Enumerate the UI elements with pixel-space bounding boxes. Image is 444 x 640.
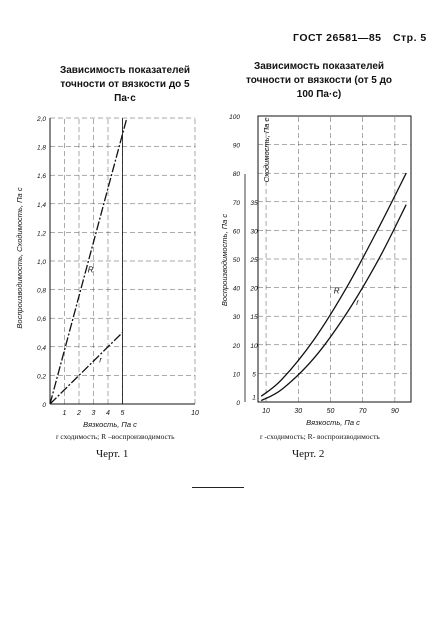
chart1-caption: r сходимость; R –воспроизводимость [56, 432, 175, 441]
chart1: 0 0,2 0,4 0,6 0,8 1,0 1,2 1,4 1,6 1,8 2,0 1 2 3 4 5 10 Rr… [15, 116, 199, 429]
chart1-x-tick-label: 4 [106, 410, 110, 417]
chart1-x-axis-title: Вязкость, Па с [83, 420, 137, 429]
chart1-x-tick-label: 1 [63, 410, 67, 417]
chart2-y2-tick-label: 5 [252, 371, 256, 378]
chart1-y-tick-label: 1,0 [37, 259, 46, 266]
chart1-y-tick-label: 1,4 [37, 202, 46, 209]
chart2-y-tick-label: 70 [233, 200, 241, 207]
page-number: Стр. 5 [392, 32, 427, 44]
chart2-y-tick-label: 10 [233, 371, 241, 378]
chart1-x-tick-label: 10 [191, 410, 199, 417]
chart1-y-axis-title: Воспроизводимость, Сходимость, Па с [15, 187, 24, 328]
chart2-y2-axis-title: Сходимость, Па с [262, 118, 271, 183]
chart1-y-tick-label: 0,6 [37, 316, 46, 323]
chart2-y-tick-label: 30 [233, 314, 241, 321]
chart2-x-tick-label: 30 [294, 408, 302, 415]
chart2-y2-tick-label: 10 [250, 343, 258, 350]
chart1-y-tick-label: 1,8 [37, 145, 46, 152]
chart2-x-tick-label: 10 [262, 408, 270, 415]
chart1-series-label-r: r [99, 356, 102, 365]
chart1-y-tick-label: 2,0 [36, 116, 46, 123]
chart2-y2-tick-label: 35 [250, 200, 258, 207]
chart2-caption: r -сходимость; R- воспроизводимость [260, 432, 380, 441]
chart1-series-label-R: R [88, 265, 94, 274]
chart2-series-label-r: r [356, 298, 359, 307]
chart2-y2-tick-label: 25 [249, 257, 258, 264]
chart2-y-tick-label: 0 [236, 400, 240, 407]
chart1-y-tick-label: 1,6 [37, 173, 46, 180]
chart2-y-tick-label: 60 [233, 228, 241, 235]
chart1-x-tick-label: 3 [92, 410, 96, 417]
chart2-x-tick-label: 90 [391, 408, 399, 415]
chart1-series-line-R [49, 117, 128, 405]
page-header: ГОСТ 26581—85 Стр. 5 [293, 32, 427, 44]
chart2-y-tick-label: 100 [229, 114, 240, 121]
chart2-y2-tick-label: 30 [250, 228, 258, 235]
chart2-figure-label: Черт. 2 [292, 448, 325, 460]
chart2-y-tick-label: 80 [233, 171, 241, 178]
separator-line [192, 487, 244, 488]
chart2-series-line-R [260, 172, 407, 397]
chart1-y-tick-label: 0,8 [37, 288, 46, 295]
chart2-y-tick-label: 50 [233, 257, 241, 264]
chart1-y-tick-label: 0,2 [37, 373, 46, 380]
chart2-y-tick-label: 20 [232, 343, 241, 350]
chart2-y2-tick-label: 15 [250, 314, 258, 321]
chart2-series-line-r [260, 204, 407, 402]
chart1-x-tick-label: 2 [76, 410, 81, 417]
chart1-y-tick-label: 0 [42, 402, 46, 409]
chart2-y2-tick-label: 20 [249, 286, 258, 293]
chart2-y-tick-label: 90 [233, 143, 241, 150]
chart2-y-axis-title: Воспроизводимость, Па с [220, 214, 229, 306]
chart2-title: Зависимость показателей точности от вязк… [245, 61, 393, 100]
chart1-x-tick-label: 5 [121, 410, 125, 417]
chart2-series-label-R: R [334, 286, 340, 295]
chart1-series-line-r [49, 332, 123, 405]
chart1-y-tick-label: 1,2 [37, 230, 46, 237]
chart2-y-tick-label: 40 [233, 286, 241, 293]
chart1-figure-label: Черт. 1 [96, 448, 129, 460]
chart1-title: Зависимость показателей точности от вязк… [59, 65, 191, 104]
chart2-x-axis-title: Вязкость, Па с [306, 418, 360, 427]
chart2-y2-tick-label: 1 [252, 394, 256, 401]
standard-number: ГОСТ 26581—85 [293, 32, 382, 44]
chart1-y-tick-label: 0,4 [37, 345, 46, 352]
chart2-x-tick-label: 70 [359, 408, 367, 415]
chart2-x-tick-label: 50 [327, 408, 335, 415]
